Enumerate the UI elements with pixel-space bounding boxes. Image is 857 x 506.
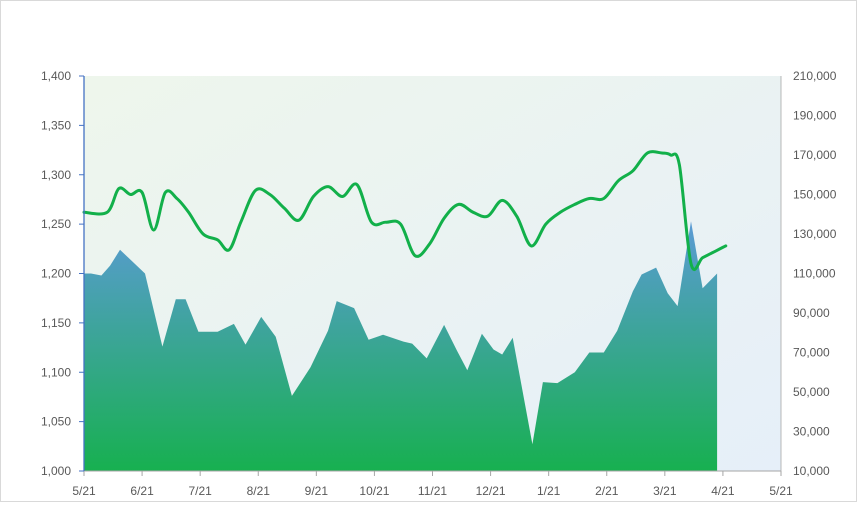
x-tick-label: 12/21	[476, 484, 506, 498]
x-tick-label: 9/21	[305, 484, 329, 498]
y2-tick-label: 90,000	[793, 306, 830, 320]
x-tick-label: 8/21	[247, 484, 271, 498]
x-tick-label: 5/21	[769, 484, 793, 498]
y2-tick-label: 30,000	[793, 425, 830, 439]
y-tick-label: 1,100	[41, 365, 71, 379]
y2-tick-label: 190,000	[793, 109, 837, 123]
y-tick-label: 1,300	[41, 168, 71, 182]
x-tick-label: 1/21	[537, 484, 561, 498]
x-tick-label: 11/21	[418, 484, 447, 498]
y-tick-label: 1,050	[41, 415, 71, 429]
x-tick-label: 3/21	[653, 484, 677, 498]
y2-tick-label: 10,000	[793, 464, 830, 478]
y2-tick-label: 70,000	[793, 346, 830, 360]
x-tick-label: 7/21	[188, 484, 212, 498]
y2-tick-label: 170,000	[793, 148, 837, 162]
y-tick-label: 1,250	[41, 217, 71, 231]
x-tick-label: 10/21	[359, 484, 389, 498]
y2-tick-label: 110,000	[793, 267, 836, 281]
y2-tick-label: 210,000	[793, 69, 837, 83]
y-tick-label: 1,350	[41, 118, 71, 132]
y-tick-label: 1,000	[41, 464, 71, 478]
x-tick-label: 5/21	[72, 484, 96, 498]
area-series	[84, 221, 718, 471]
y2-tick-label: 50,000	[793, 385, 830, 399]
y2-tick-label: 130,000	[793, 227, 837, 241]
y-tick-label: 1,150	[41, 316, 71, 330]
line-series	[82, 150, 728, 271]
y-tick-label: 1,400	[41, 69, 71, 83]
x-tick-label: 6/21	[130, 484, 154, 498]
y2-tick-label: 150,000	[793, 188, 837, 202]
x-tick-label: 2/21	[595, 484, 619, 498]
x-tick-label: 4/21	[711, 484, 735, 498]
y-tick-label: 1,200	[41, 267, 71, 281]
